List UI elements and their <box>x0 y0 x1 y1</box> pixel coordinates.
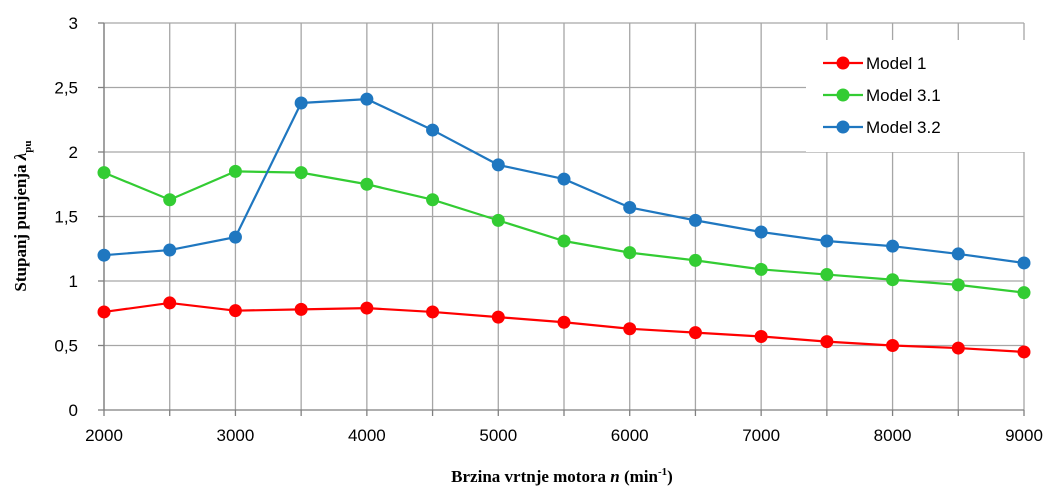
series-3 <box>97 92 1031 270</box>
x-tick-label: 3000 <box>217 426 255 445</box>
data-point <box>951 247 965 261</box>
legend-swatch-marker <box>836 120 850 134</box>
legend-entry: Model 3.2 <box>823 118 941 137</box>
y-axis-label: Stupanj punjenja λpu <box>11 140 34 291</box>
legend-swatch-marker <box>836 56 850 70</box>
y-tick-labels: 0 0,5 1 1,5 2 2,5 3 <box>54 14 78 420</box>
series-group <box>97 92 1031 359</box>
data-point <box>754 329 768 343</box>
x-tick-label: 4000 <box>348 426 386 445</box>
x-tick-labels: 2000 3000 4000 5000 6000 7000 8000 9000 <box>85 426 1043 445</box>
data-point <box>360 301 374 315</box>
legend-label: Model 3.1 <box>866 86 941 105</box>
series-2 <box>97 164 1031 300</box>
data-point <box>820 234 834 248</box>
axes <box>98 22 1025 416</box>
data-point <box>491 158 505 172</box>
x-tick-label: 7000 <box>742 426 780 445</box>
data-point <box>491 213 505 227</box>
data-point <box>688 213 702 227</box>
data-point <box>163 193 177 207</box>
data-point <box>557 315 571 329</box>
y-tick-label: 0 <box>69 401 78 420</box>
legend-label: Model 1 <box>866 54 926 73</box>
data-point <box>886 273 900 287</box>
legend-entry: Model 1 <box>823 54 926 73</box>
x-tick-label: 9000 <box>1005 426 1043 445</box>
data-point <box>623 200 637 214</box>
y-tick-label: 2,5 <box>54 79 78 98</box>
data-point <box>557 234 571 248</box>
data-point <box>886 339 900 352</box>
data-point <box>951 278 965 292</box>
data-point <box>886 239 900 253</box>
data-point <box>557 172 571 186</box>
x-tick-label: 2000 <box>85 426 123 445</box>
data-point <box>426 193 440 207</box>
data-point <box>754 225 768 239</box>
data-point <box>360 177 374 191</box>
legend-swatch-marker <box>836 88 850 102</box>
data-point <box>623 322 637 336</box>
legend: Model 1 Model 3.1 Model 3.2 <box>806 40 1026 152</box>
data-point <box>951 341 965 355</box>
legend-label: Model 3.2 <box>866 118 941 137</box>
data-point <box>163 243 177 257</box>
data-point <box>1017 256 1031 270</box>
data-point <box>820 335 834 349</box>
x-tick-label: 8000 <box>874 426 912 445</box>
data-point <box>163 296 177 310</box>
data-point <box>294 302 308 316</box>
data-point <box>228 304 242 318</box>
data-point <box>1017 345 1031 359</box>
y-tick-label: 2 <box>69 143 78 162</box>
data-point <box>294 166 308 180</box>
x-axis-label: Brzina vrtnje motora n (min-1) <box>451 466 673 486</box>
y-tick-label: 0,5 <box>54 337 78 356</box>
data-point <box>1017 286 1031 300</box>
x-tick-label: 5000 <box>479 426 517 445</box>
data-point <box>426 305 440 319</box>
data-point <box>360 92 374 106</box>
y-tick-label: 1,5 <box>54 208 78 227</box>
data-point <box>97 305 111 319</box>
data-point <box>623 246 637 260</box>
data-point <box>820 268 834 282</box>
data-point <box>688 326 702 340</box>
data-point <box>294 96 308 110</box>
legend-entry: Model 3.1 <box>823 86 941 105</box>
data-point <box>228 164 242 178</box>
y-tick-label: 1 <box>69 272 78 291</box>
x-tick-label: 6000 <box>611 426 649 445</box>
data-point <box>754 262 768 276</box>
y-tick-label: 3 <box>69 14 78 33</box>
data-point <box>688 253 702 267</box>
series-1 <box>97 296 1031 359</box>
data-point <box>426 123 440 137</box>
data-point <box>97 248 111 262</box>
data-point <box>97 166 111 180</box>
data-point <box>228 230 242 244</box>
data-point <box>491 310 505 324</box>
